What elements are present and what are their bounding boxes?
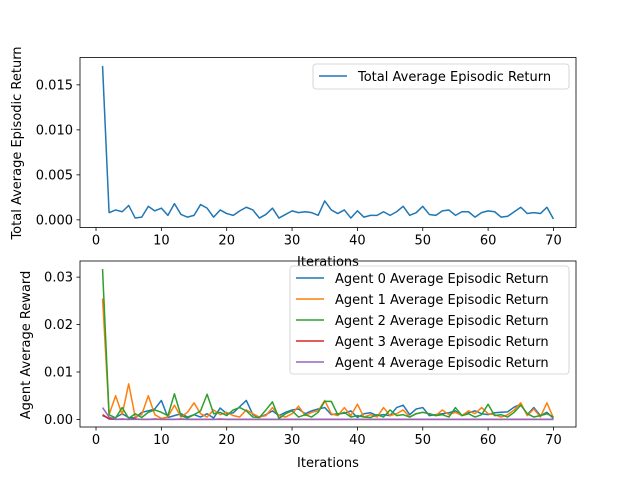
legend-agents: Agent 0 Average Episodic Return Agent 1 … xyxy=(289,265,570,375)
plot-frame-agents xyxy=(79,260,577,428)
ticks-total: 0 10 20 30 40 50 60 70 0.000 0.005 0.010 0.015 xyxy=(36,78,562,248)
series-line-1-4 xyxy=(101,407,554,421)
ytick-label: 0.00 xyxy=(44,413,73,428)
xtick-label: 10 xyxy=(153,234,170,249)
series-line-1-2 xyxy=(101,269,554,420)
xtick-label: 10 xyxy=(153,433,170,448)
legend-label-total: Total Average Episodic Return xyxy=(357,70,551,85)
ytick-label: 0.005 xyxy=(36,168,73,183)
xtick-label: 60 xyxy=(480,433,497,448)
xtick-label: 50 xyxy=(414,433,431,448)
ytick-label: 0.01 xyxy=(44,365,73,380)
xtick-label: 20 xyxy=(218,433,235,448)
legend-label-agent-2: Agent 2 Average Episodic Return xyxy=(335,314,549,329)
xtick-label: 40 xyxy=(349,433,366,448)
ytick-label: 0.010 xyxy=(36,123,73,138)
chart-agent-reward: Agent Average Reward Iterations 0 10 20 30 4… xyxy=(19,260,577,471)
ytick-label: 0.02 xyxy=(44,318,73,333)
xtick-label: 0 xyxy=(92,234,100,249)
xtick-label: 40 xyxy=(349,234,366,249)
series-total xyxy=(101,65,555,220)
series-line-1-0 xyxy=(102,399,554,420)
series-agents xyxy=(101,269,555,421)
series-line-1-1 xyxy=(101,298,555,420)
legend-label-agent-4: Agent 4 Average Episodic Return xyxy=(335,356,549,371)
legend-label-agent-1: Agent 1 Average Episodic Return xyxy=(335,293,549,308)
ticks-agents: 0 10 20 30 40 50 60 70 0.00 0.01 0.02 0.03 xyxy=(44,271,562,448)
legend-label-agent-3: Agent 3 Average Episodic Return xyxy=(335,335,549,350)
ytick-label: 0.000 xyxy=(36,213,73,228)
xlabel-agents: Iterations xyxy=(297,456,359,471)
xtick-label: 30 xyxy=(284,234,301,249)
xtick-label: 50 xyxy=(414,234,431,249)
chart-total-return: Total Average Episodic Return Iterations… xyxy=(10,46,577,270)
xtick-label: 60 xyxy=(480,234,497,249)
legend-box-total xyxy=(312,63,570,90)
legend-box-agents xyxy=(289,265,570,375)
ylabel-total: Total Average Episodic Return xyxy=(10,46,25,240)
plot-frame-total xyxy=(79,57,577,228)
xtick-label: 20 xyxy=(218,234,235,249)
series-line-0-0 xyxy=(101,65,555,220)
xtick-label: 70 xyxy=(545,234,562,249)
xtick-label: 30 xyxy=(284,433,301,448)
xtick-label: 70 xyxy=(545,433,562,448)
ytick-label: 0.03 xyxy=(44,271,73,286)
ylabel-agents: Agent Average Reward xyxy=(19,271,34,420)
xtick-label: 0 xyxy=(92,433,100,448)
ytick-label: 0.015 xyxy=(36,78,73,93)
legend-label-agent-0: Agent 0 Average Episodic Return xyxy=(335,272,549,287)
legend-total: Total Average Episodic Return xyxy=(312,63,570,90)
